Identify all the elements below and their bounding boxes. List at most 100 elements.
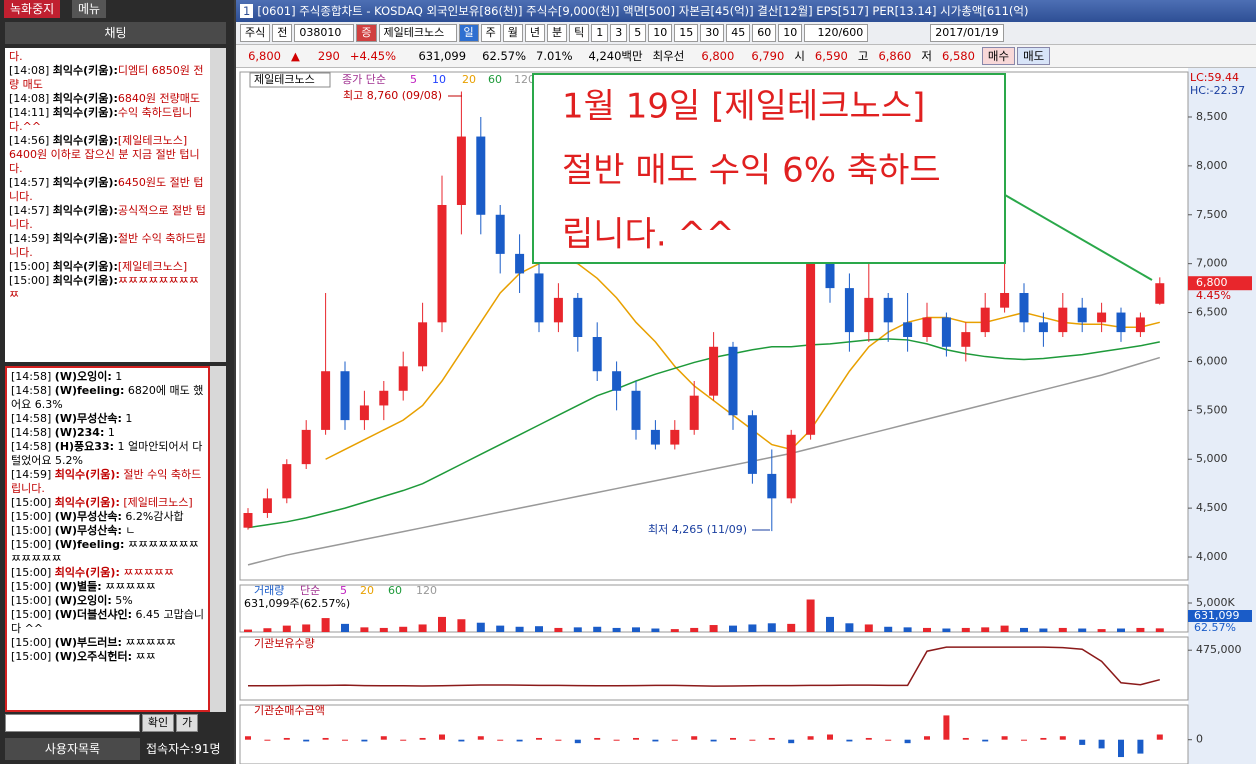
price-sell[interactable]: 매도: [1017, 47, 1051, 65]
chat-user: (H)풍요33:: [54, 440, 115, 453]
bar: [807, 736, 814, 740]
stock-name[interactable]: 제일테크노스: [378, 24, 457, 42]
legend-label: 종가 단순: [342, 73, 386, 86]
price-rate: +4.45%: [349, 49, 397, 63]
bar: [1040, 737, 1047, 740]
toolbar: 주식 전 038010 증 제일테크노스 일 주 월 년 분 틱 1 3 5 10 15 30 45 60 10 120…: [236, 22, 1256, 45]
bar: [690, 627, 699, 632]
period-button[interactable]: 분: [547, 24, 568, 42]
panel-frame: [239, 71, 1189, 581]
chat-user: (W)234:: [54, 426, 105, 439]
user-list-button[interactable]: 사용자목록: [5, 738, 140, 760]
chat-user: (W)무성산속:: [54, 524, 122, 537]
chat-time: [14:57]: [9, 204, 50, 217]
font-button[interactable]: 가: [176, 714, 198, 732]
chat-message: [15:00] (W)오잉이: 5%: [11, 594, 204, 608]
last-price: 6,800: [1196, 276, 1228, 289]
chat-time: [14:58]: [11, 440, 52, 453]
period-button[interactable]: 주: [480, 24, 501, 42]
candle-body: [612, 371, 622, 391]
code-input[interactable]: 038010: [294, 24, 355, 42]
bar: [322, 737, 329, 740]
candle-body: [379, 390, 389, 406]
chat-user: 최익수(키움):: [52, 232, 118, 245]
bar: [788, 739, 795, 744]
chat-message: [15:00] (W)더블선샤인: 6.45 고맙습니다 ^^: [11, 608, 204, 636]
bar: [439, 734, 445, 740]
candle-body: [786, 434, 796, 499]
bar: [263, 628, 272, 632]
interval-button[interactable]: 3: [610, 24, 628, 42]
bar: [1155, 628, 1164, 632]
volume-summary: 631,099주(62.57%): [244, 597, 350, 610]
chat-text: [제일테크노스]: [123, 496, 193, 509]
chat-text: 6450원도 절반 텁니다.: [9, 176, 204, 203]
interval-button[interactable]: 15: [674, 24, 699, 42]
chat-title: 채팅: [5, 22, 226, 44]
chat-message: [15:00] (W)오주식헌터: ㅉㅉ: [11, 650, 204, 664]
candle-body: [418, 322, 428, 367]
period-button[interactable]: 년: [524, 24, 545, 42]
send-button[interactable]: 확인: [142, 714, 174, 732]
scrollbar[interactable]: [210, 366, 226, 712]
bar: [400, 739, 407, 741]
chat-input[interactable]: [5, 714, 140, 732]
bar: [827, 734, 833, 740]
chat-time: [15:00]: [11, 594, 52, 607]
price-best-label: 최우선: [652, 49, 685, 63]
title-bar: 1 [0601] 주식종합차트 - KOSDAQ 외국인보유[86(천)] 주식수…: [236, 0, 1256, 22]
interval-button[interactable]: 30: [700, 24, 725, 42]
scrollbar[interactable]: [210, 48, 226, 362]
interval-button[interactable]: 10: [648, 24, 673, 42]
bar: [496, 625, 505, 632]
tab[interactable]: 녹화중지: [4, 0, 61, 18]
bar: [652, 739, 659, 742]
bar: [303, 739, 310, 742]
period-button[interactable]: 일: [458, 24, 479, 42]
bar: [846, 739, 853, 742]
chat-time: [14:58]: [11, 412, 52, 425]
panel-title: 거래량: [254, 584, 284, 597]
chat-message: [15:00] 최익수(키움):[제일테크노스]: [9, 260, 206, 274]
count-select[interactable]: 10: [778, 24, 803, 42]
y-tick-label: 5,000: [1196, 452, 1228, 465]
candle-body: [903, 322, 913, 338]
interval-button[interactable]: 45: [726, 24, 751, 42]
legend-item: 5: [340, 584, 347, 597]
interval-button[interactable]: 5: [629, 24, 647, 42]
axis-background: [1188, 68, 1256, 764]
period-button[interactable]: 틱: [569, 24, 590, 42]
bar: [380, 736, 387, 740]
price-vol-ratio: 62.57%: [482, 49, 527, 63]
chat-time: [15:00]: [11, 524, 52, 537]
interval-button[interactable]: 60: [752, 24, 777, 42]
market-select[interactable]: 주식: [240, 24, 271, 42]
note-box: [532, 73, 1006, 264]
price-ask: 6,800: [701, 49, 735, 63]
y-tick-label: 8,500: [1196, 110, 1228, 123]
chat-message: [14:08] 최익수(키움):6840원 전량매도: [9, 92, 206, 106]
candle-body: [1000, 292, 1010, 308]
chat-user: 최익수(키움):: [54, 468, 120, 481]
candle-body: [340, 371, 350, 421]
tab[interactable]: 메뉴: [72, 0, 107, 18]
window-number: 1: [240, 4, 254, 18]
legend-item: 5: [410, 73, 417, 86]
note-line: 1월 19일 [제일테크노스]: [562, 87, 925, 127]
bar: [709, 625, 718, 632]
last-price-box: [1188, 276, 1252, 291]
bar: [594, 737, 601, 740]
interval-button[interactable]: 1: [591, 24, 609, 42]
price-buy[interactable]: 매수: [981, 47, 1016, 65]
bar: [476, 622, 485, 632]
chat-text: ㄴ: [125, 524, 136, 537]
prefix-button[interactable]: 전: [272, 24, 293, 42]
chat-time: [14:57]: [9, 176, 50, 189]
date-input[interactable]: 2017/01/19: [930, 24, 1004, 42]
bar: [729, 625, 737, 632]
bar: [904, 739, 911, 744]
range-input[interactable]: 120/600: [804, 24, 869, 42]
period-button[interactable]: 월: [502, 24, 523, 42]
bar: [1098, 739, 1105, 749]
